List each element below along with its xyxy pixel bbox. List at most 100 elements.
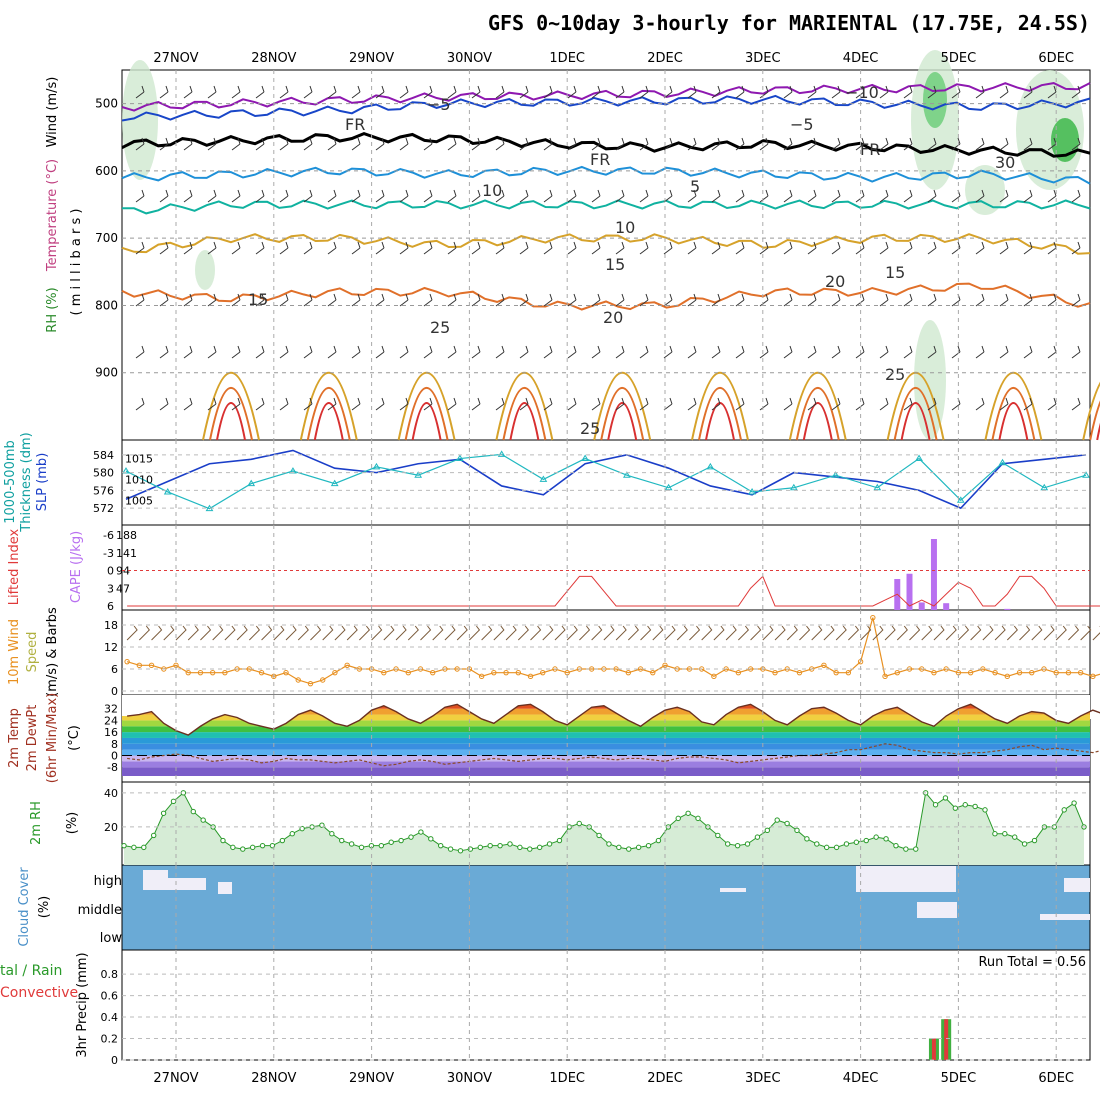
wind-barb [627, 625, 639, 641]
wind-barb [807, 85, 817, 99]
wind-barb [327, 85, 337, 99]
slp-point [163, 487, 172, 495]
contour-label: 15 [605, 255, 625, 274]
wind-barb [567, 293, 577, 307]
rh-point [695, 815, 701, 822]
isotherm-line [121, 94, 1091, 122]
wind-speed-point [1065, 669, 1072, 676]
wind-barb [322, 625, 334, 641]
wind-barb [615, 397, 625, 411]
rh-point [546, 841, 553, 847]
wind-barb [285, 625, 297, 641]
wind-barb [543, 85, 553, 99]
wind-speed-point [711, 673, 717, 680]
wind-barb [807, 293, 817, 307]
wind-barb [1023, 293, 1033, 307]
wind-barb [423, 189, 433, 203]
rh-point [438, 842, 444, 849]
wind-barb [807, 397, 817, 411]
cape-tick: 141 [116, 547, 137, 560]
wind-barb [860, 625, 872, 641]
contour-label: −5 [790, 115, 814, 134]
rh-point [774, 817, 780, 823]
isotherm-dome [900, 402, 931, 441]
rh-point [626, 846, 632, 852]
wind-barb [351, 137, 361, 151]
wind-barb [543, 345, 553, 359]
wind-barb [663, 137, 673, 151]
wind-barb [975, 189, 985, 203]
pressure-tick: 900 [95, 366, 118, 380]
wind-barb [187, 625, 199, 641]
wind-barb [835, 625, 847, 641]
rh-point [596, 832, 602, 839]
wind-barb [711, 137, 721, 151]
rh-point [883, 836, 889, 842]
wind-barb [807, 137, 817, 151]
cape-bar [918, 602, 925, 610]
wind-barb [200, 625, 212, 641]
rh-point [339, 837, 345, 844]
wind-barb [375, 345, 385, 359]
wind-barb [375, 137, 385, 151]
rh-point [655, 837, 662, 844]
wind-barb [375, 241, 385, 255]
slp-point [372, 462, 381, 470]
rh-point [764, 827, 770, 834]
wind-barb [399, 397, 409, 411]
slp-tick: 1005 [125, 494, 153, 507]
rh-point [794, 827, 800, 834]
wind-barb [255, 137, 265, 151]
contour-label: FR [345, 115, 365, 134]
cloud-block [218, 882, 232, 894]
wind-barb [615, 189, 625, 203]
rh-point [952, 805, 959, 811]
wind-barb [903, 241, 913, 255]
rh-point [863, 837, 869, 844]
wind-barb [255, 293, 265, 307]
rh-tick: 40 [104, 787, 118, 800]
wind-barb [543, 241, 553, 255]
wind-barb [447, 345, 457, 359]
wind-barb [975, 293, 985, 307]
wind-barb [567, 137, 577, 151]
wind-barb [879, 397, 889, 411]
rh-point [685, 810, 691, 816]
wind-barb [855, 345, 865, 359]
rh-point [230, 844, 236, 851]
date-label-top: 2DEC [647, 51, 683, 66]
wind-barb [310, 625, 322, 641]
wind-barb [135, 137, 145, 151]
wind-barb [303, 397, 313, 411]
wind-barb [224, 625, 236, 641]
slp-point [581, 454, 590, 462]
wind-barb [831, 241, 841, 255]
slp-point [247, 479, 256, 487]
axis-label: 10m Wind [7, 619, 22, 685]
wind-barb [999, 345, 1009, 359]
date-label-bottom: 2DEC [647, 1071, 683, 1086]
rh-point [744, 841, 751, 847]
wind-barb [701, 625, 713, 641]
wind-barb [471, 293, 481, 307]
temp-color-band [122, 714, 1090, 721]
wind-speed-point [381, 669, 387, 676]
isotherm-dome [209, 387, 253, 441]
wind-barb [231, 137, 241, 151]
rh-point [982, 807, 988, 813]
wind-barb [639, 137, 649, 151]
wind-barb [999, 241, 1009, 255]
wind-barb [255, 241, 265, 255]
wind-barb [423, 397, 433, 411]
wind-barb [255, 85, 265, 99]
wind-barb [135, 345, 145, 359]
axis-label: (6hr Min/Max) [45, 693, 60, 783]
wind-barb [375, 293, 385, 307]
precip-conv-bar [944, 1019, 949, 1060]
wind-speed-point [295, 677, 301, 683]
wind-barb [303, 189, 313, 203]
wind-barb [783, 85, 793, 99]
rh-point [536, 844, 543, 851]
wind-barb [1047, 293, 1057, 307]
wind-barb [359, 625, 371, 641]
